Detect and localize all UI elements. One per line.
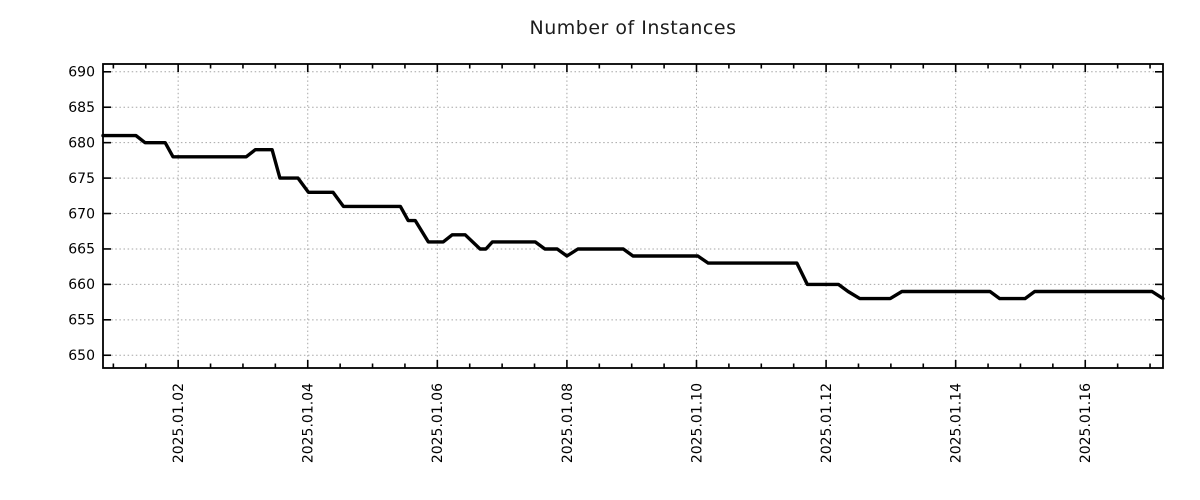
x-tick-label: 2025.01.10	[689, 383, 705, 463]
x-tick-label: 2025.01.08	[560, 383, 576, 463]
y-tick-label: 690	[68, 65, 95, 81]
y-tick-label: 665	[68, 242, 95, 258]
x-tick-label: 2025.01.14	[949, 383, 965, 463]
y-tick-label: 685	[68, 100, 95, 116]
x-tick-label: 2025.01.04	[301, 383, 317, 463]
y-tick-label: 660	[68, 277, 95, 293]
x-tick-label: 2025.01.06	[430, 383, 446, 463]
chart-title: Number of Instances	[529, 17, 737, 39]
y-tick-label: 655	[68, 313, 95, 329]
y-tick-label: 650	[68, 348, 95, 364]
data-line-instances	[101, 133, 1165, 301]
x-tick-label: 2025.01.12	[819, 383, 835, 463]
y-tick-label: 680	[68, 135, 95, 151]
y-tick-label: 675	[68, 171, 95, 187]
x-tick-label: 2025.01.16	[1078, 383, 1094, 463]
plot-border	[102, 63, 1164, 369]
y-tick-label: 670	[68, 206, 95, 222]
x-tick-label: 2025.01.02	[171, 383, 187, 463]
